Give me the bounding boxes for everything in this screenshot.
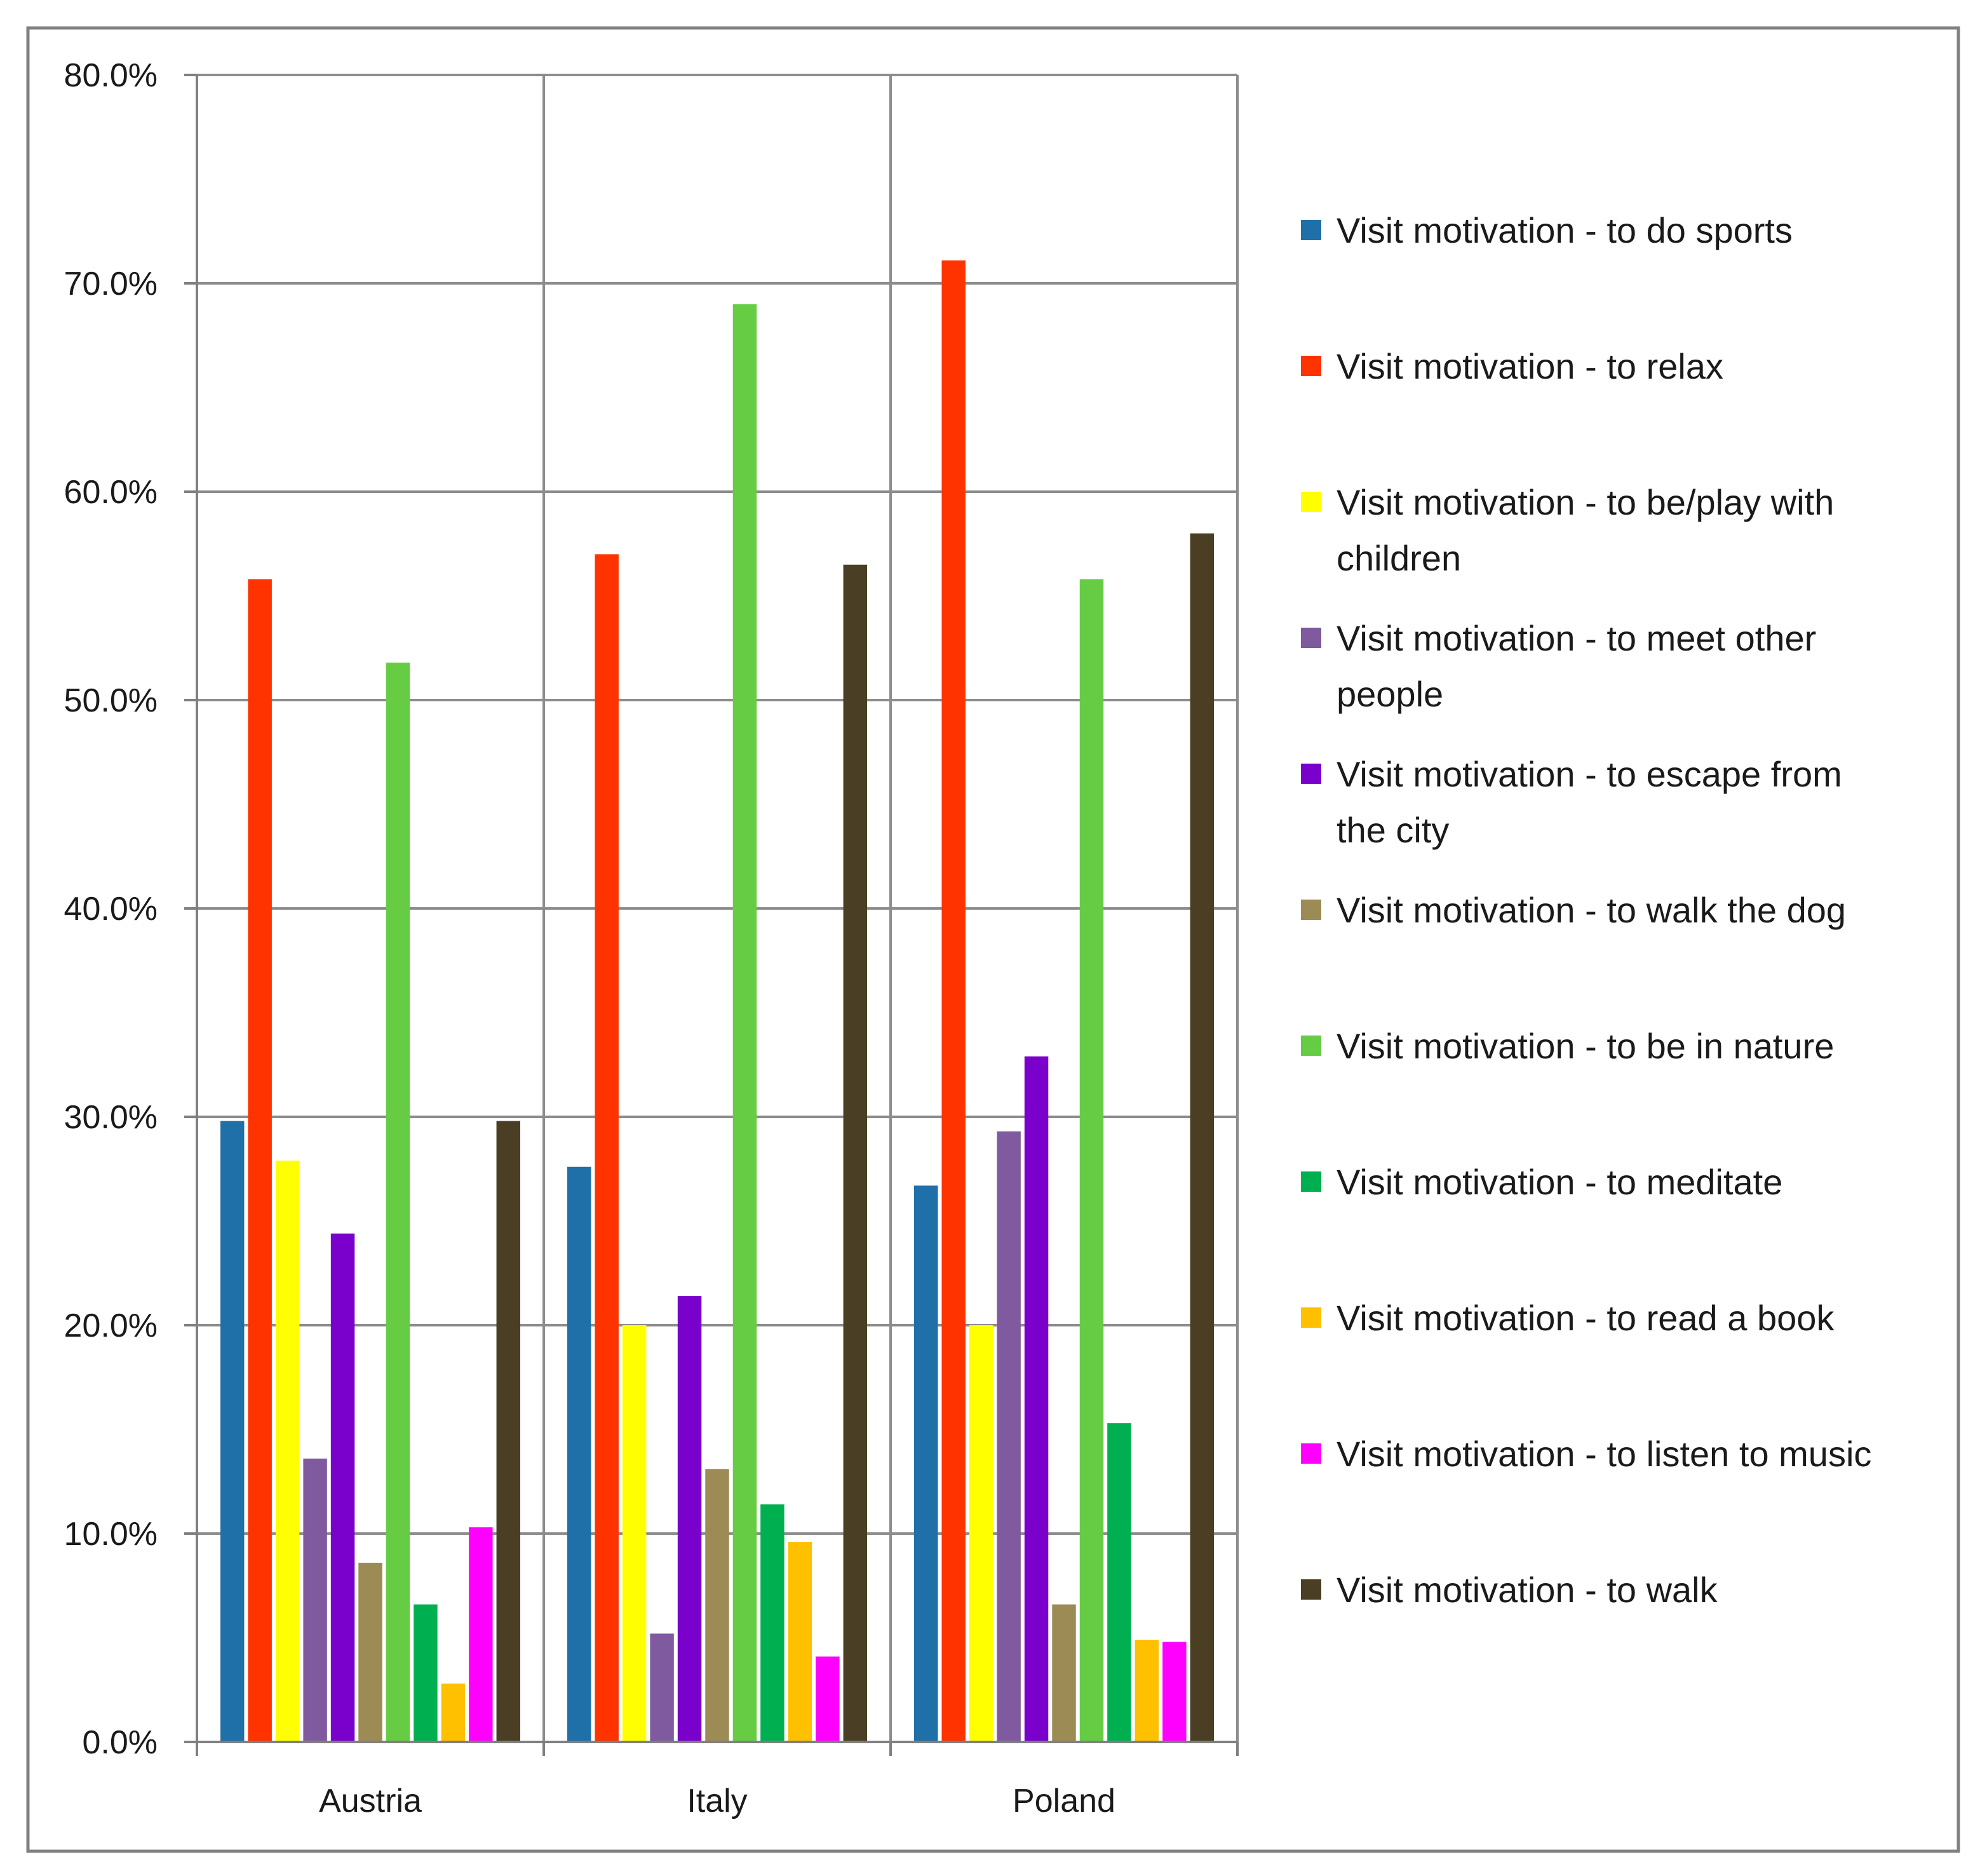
y-tick-label: 40.0% [64, 891, 158, 928]
bar [330, 1233, 355, 1742]
legend-swatch [1301, 900, 1321, 920]
legend-label: children [1337, 538, 1461, 578]
bar [1052, 1604, 1076, 1742]
bar [386, 662, 410, 1742]
bar [914, 1185, 938, 1742]
y-axis-tick-labels: 0.0% 10.0% 20.0% 30.0% 40.0% 50.0% 60.0% 70.0% 8… [64, 57, 158, 1761]
legend-swatch [1301, 1036, 1321, 1056]
bar [732, 304, 757, 1742]
bar [677, 1296, 702, 1742]
bar [275, 1160, 300, 1742]
y-tick-label: 60.0% [64, 474, 158, 511]
legend-swatch [1301, 220, 1321, 240]
bar [496, 1121, 520, 1742]
bar [414, 1604, 438, 1742]
y-tick-label: 50.0% [64, 682, 158, 719]
legend-label: Visit motivation - to meet other [1337, 618, 1816, 658]
legend-label: Visit motivation - to meditate [1337, 1162, 1782, 1202]
y-tick-label: 30.0% [64, 1099, 158, 1136]
legend-label: Visit motivation - to escape from [1337, 754, 1842, 794]
bar [843, 564, 867, 1742]
legend-label: Visit motivation - to relax [1337, 346, 1723, 386]
bar [997, 1131, 1021, 1742]
bar [1107, 1423, 1131, 1742]
legend-label: Visit motivation - to be/play with [1337, 482, 1834, 522]
y-tick-label: 10.0% [64, 1516, 158, 1553]
bar [788, 1542, 812, 1742]
bar [567, 1166, 591, 1742]
legend-label: Visit motivation - to do sports [1337, 210, 1793, 250]
bar [595, 554, 619, 1742]
bar [1190, 533, 1214, 1742]
legend-label: Visit motivation - to walk [1337, 1570, 1718, 1610]
bar [220, 1121, 245, 1742]
bar [358, 1562, 382, 1742]
legend-label: Visit motivation - to be in nature [1337, 1026, 1834, 1066]
x-tick-label: Austria [319, 1783, 422, 1819]
legend-swatch [1301, 1171, 1321, 1192]
bar [650, 1633, 674, 1742]
legend-label: the city [1337, 810, 1449, 850]
legend-label: Visit motivation - to listen to music [1337, 1434, 1871, 1474]
legend-swatch [1301, 1443, 1321, 1464]
legend-swatch [1301, 628, 1321, 648]
x-axis-tick-labels: Austria Italy Poland [319, 1783, 1115, 1819]
gridlines [197, 74, 1239, 1742]
bar [969, 1325, 993, 1742]
bar [1079, 579, 1104, 1742]
bars [220, 260, 1214, 1743]
bar [622, 1325, 647, 1742]
x-tick-label: Poland [1013, 1783, 1115, 1819]
bar [941, 260, 966, 1743]
bar [705, 1469, 729, 1742]
legend-swatch [1301, 1579, 1321, 1600]
x-tick-label: Italy [687, 1783, 747, 1819]
y-tick-label: 70.0% [64, 266, 158, 302]
bar [303, 1458, 327, 1742]
bar [760, 1504, 785, 1742]
bar [1024, 1056, 1049, 1742]
legend-label: people [1337, 674, 1443, 714]
legend-swatch [1301, 1307, 1321, 1328]
legend-label: Visit motivation - to read a book [1337, 1298, 1835, 1338]
bar [1162, 1642, 1187, 1742]
bar [248, 579, 272, 1742]
y-tick-label: 20.0% [64, 1307, 158, 1344]
legend-swatch [1301, 356, 1321, 376]
y-tick-label: 80.0% [64, 57, 158, 94]
legend: Visit motivation - to do sports Visit mot… [1301, 210, 1871, 1610]
axes [184, 74, 1239, 1756]
bar [469, 1527, 493, 1742]
legend-label: Visit motivation - to walk the dog [1337, 890, 1846, 930]
bar [441, 1684, 466, 1742]
legend-swatch [1301, 492, 1321, 512]
legend-swatch [1301, 764, 1321, 784]
y-tick-label: 0.0% [82, 1724, 158, 1761]
bar [1135, 1640, 1159, 1742]
bar [816, 1656, 840, 1742]
